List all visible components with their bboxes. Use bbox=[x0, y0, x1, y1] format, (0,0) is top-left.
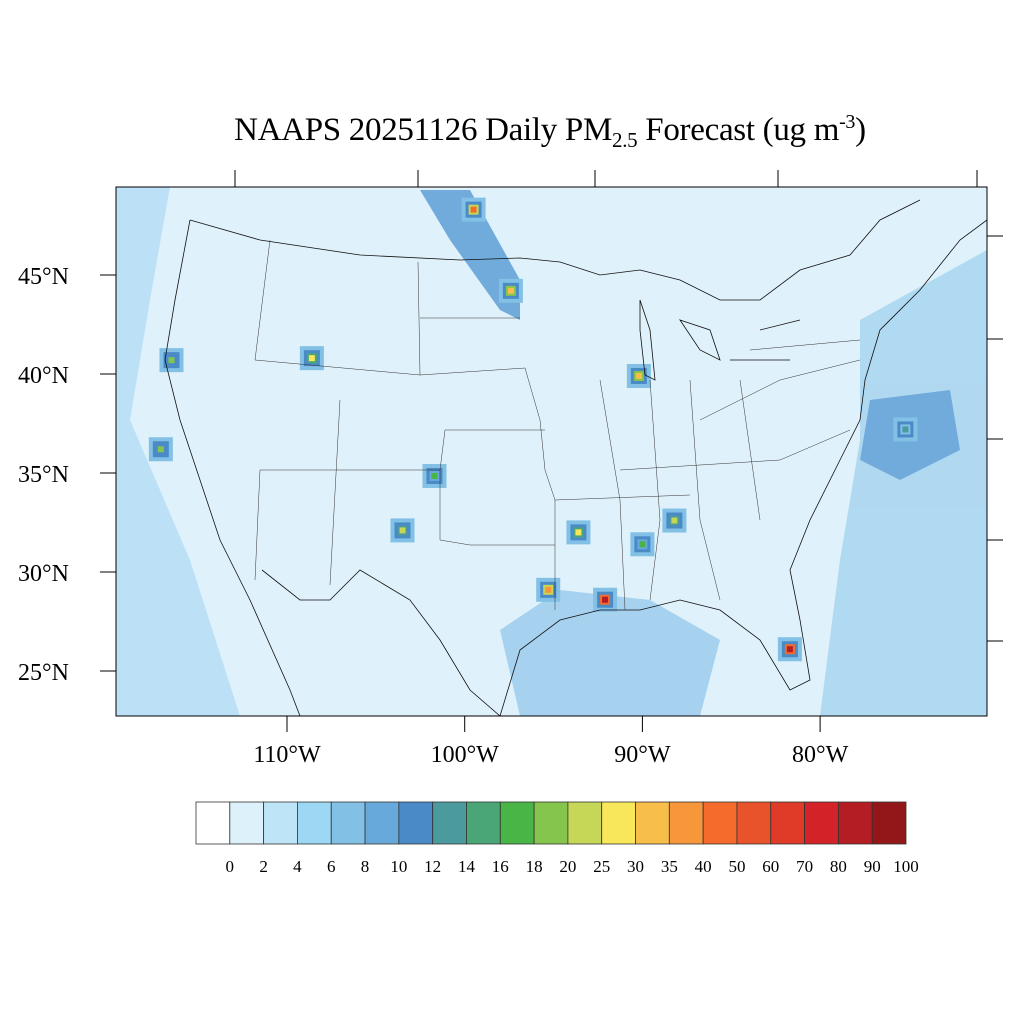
hotspot-cell bbox=[635, 372, 642, 379]
hotspot-cell bbox=[399, 527, 406, 534]
colorbar-swatch bbox=[466, 801, 501, 845]
great-lakes bbox=[639, 299, 801, 381]
hotspot-cell bbox=[470, 206, 477, 213]
colorbar-swatch bbox=[533, 801, 569, 845]
hotspot-cell bbox=[431, 472, 438, 479]
colorbar-label: 90 bbox=[864, 857, 881, 876]
colorbar-label: 30 bbox=[627, 857, 644, 876]
lon-label: 90°W bbox=[614, 742, 671, 768]
colorbar-swatch bbox=[297, 801, 332, 845]
title-superscript: -3 bbox=[839, 111, 856, 133]
lon-label: 80°W bbox=[792, 742, 849, 768]
us-outline bbox=[164, 219, 987, 716]
colorbar-label: 2 bbox=[259, 857, 268, 876]
colorbar-label: 12 bbox=[424, 857, 441, 876]
lat-label: 30°N bbox=[18, 561, 69, 587]
colorbar-label: 70 bbox=[796, 857, 813, 876]
title-main: NAAPS 20251126 Daily PM bbox=[234, 112, 612, 148]
colorbar-label: 10 bbox=[390, 857, 407, 876]
title-mid: Forecast (ug m bbox=[637, 112, 840, 148]
colorbar-swatch bbox=[364, 801, 400, 845]
title-end: ) bbox=[855, 112, 866, 148]
colorbar-swatch bbox=[398, 801, 434, 845]
lat-label: 40°N bbox=[18, 363, 69, 389]
hotspot-cell bbox=[671, 517, 678, 524]
lat-label: 45°N bbox=[18, 264, 69, 290]
colorbar-label: 8 bbox=[361, 857, 370, 876]
colorbar-swatch bbox=[804, 801, 839, 845]
colorbar-swatch bbox=[635, 801, 670, 845]
colorbar-swatch bbox=[601, 801, 636, 845]
colorbar-label: 35 bbox=[661, 857, 678, 876]
colorbar-label: 25 bbox=[593, 857, 610, 876]
colorbar-swatch bbox=[736, 801, 772, 845]
colorbar-label: 6 bbox=[327, 857, 336, 876]
colorbar-label: 18 bbox=[526, 857, 543, 876]
colorbar-swatch bbox=[432, 801, 467, 845]
colorbar-swatch bbox=[668, 801, 704, 845]
colorbar-swatch bbox=[499, 801, 535, 845]
colorbar-label: 20 bbox=[559, 857, 576, 876]
colorbar-swatch bbox=[871, 801, 907, 845]
colorbar-label: 80 bbox=[830, 857, 847, 876]
colorbar-label: 50 bbox=[728, 857, 745, 876]
colorbar-swatch bbox=[263, 801, 298, 845]
axis-ticks bbox=[100, 170, 1003, 732]
colorbar-swatch bbox=[567, 801, 603, 845]
colorbar-label: 14 bbox=[458, 857, 476, 876]
lat-label: 25°N bbox=[18, 660, 69, 686]
colorbar-label: 0 bbox=[226, 857, 235, 876]
colorbar-label: 100 bbox=[893, 857, 919, 876]
title-subscript: 2.5 bbox=[612, 128, 638, 152]
colorbar: 0 2 4 6 8 10 12 14 16 18 20 25 30 35 40 50 60 70 80 90 100 bbox=[195, 801, 919, 876]
coastline-and-borders bbox=[164, 199, 987, 716]
latitude-labels: 45°N 40°N 35°N 30°N 25°N bbox=[18, 264, 69, 686]
hotspot-cell bbox=[545, 586, 552, 593]
map-frame bbox=[115, 186, 988, 717]
colorbar-swatch bbox=[330, 801, 366, 845]
hotspot-cell bbox=[168, 357, 175, 364]
longitude-labels: 110°W 100°W 90°W 80°W bbox=[253, 742, 848, 768]
hotspot-cell bbox=[575, 529, 582, 536]
colorbar-swatch bbox=[837, 801, 873, 845]
hotspot-cell bbox=[602, 596, 609, 603]
colorbar-swatch bbox=[702, 801, 738, 845]
ocean-shading bbox=[116, 187, 987, 716]
colorbar-label: 40 bbox=[695, 857, 712, 876]
lon-label: 110°W bbox=[253, 742, 321, 768]
lon-label: 100°W bbox=[431, 742, 500, 768]
state-borders bbox=[254, 239, 861, 611]
lat-label: 35°N bbox=[18, 462, 69, 488]
canada-border bbox=[189, 199, 921, 301]
colorbar-swatch bbox=[229, 801, 265, 845]
colorbar-label: 60 bbox=[762, 857, 779, 876]
colorbar-swatch bbox=[195, 801, 231, 845]
map-title: NAAPS 20251126 Daily PM2.5 Forecast (ug … bbox=[0, 111, 1024, 152]
hotspot-cell bbox=[308, 355, 315, 362]
hotspot-cell bbox=[507, 287, 514, 294]
hotspot-cell bbox=[639, 541, 646, 548]
colorbar-swatch bbox=[770, 801, 805, 845]
hotspot-cell bbox=[786, 646, 793, 653]
colorbar-label: 16 bbox=[492, 857, 509, 876]
hotspot-cell bbox=[902, 426, 909, 433]
colorbar-label: 4 bbox=[293, 857, 302, 876]
hotspot-cell bbox=[157, 446, 164, 453]
